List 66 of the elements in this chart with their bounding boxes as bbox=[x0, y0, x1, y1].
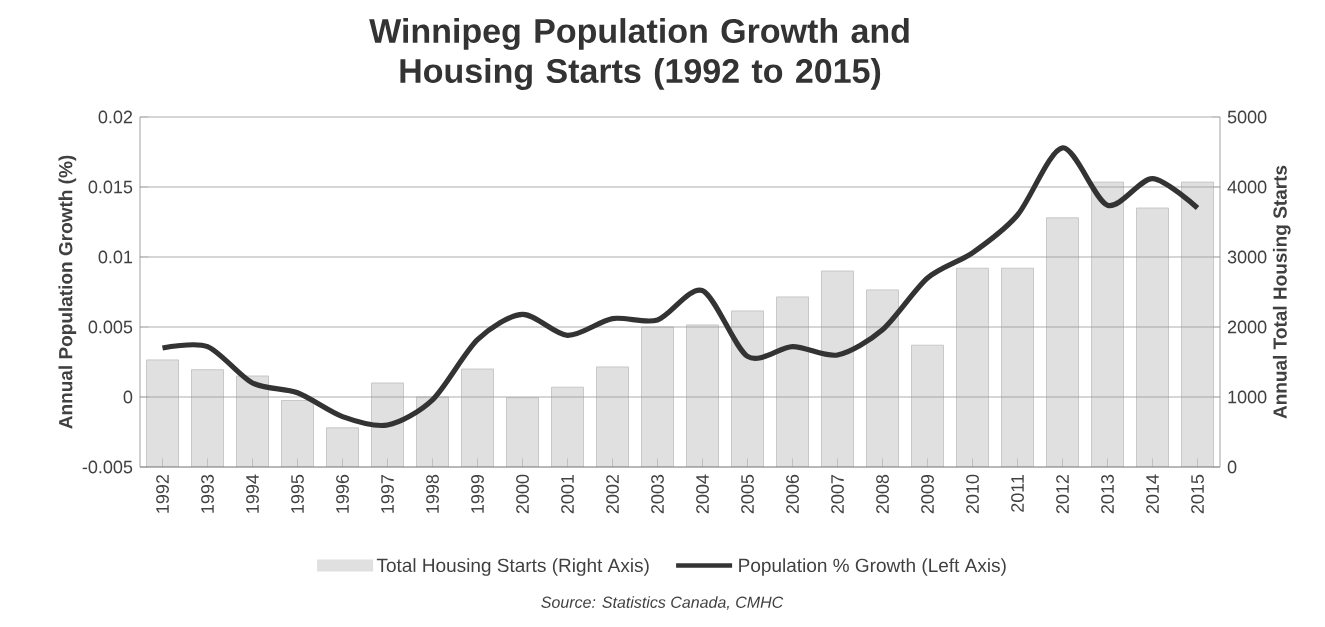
x-tick-label: 2011 bbox=[1011, 474, 1024, 512]
legend-label: Total Housing Starts (Right Axis) bbox=[376, 558, 649, 576]
bar bbox=[686, 324, 719, 467]
x-tick-label: 2015 bbox=[1191, 474, 1204, 514]
x-tick-label: 2009 bbox=[921, 474, 934, 514]
y-tick-label: 0.02 bbox=[98, 110, 133, 124]
x-tick-label: 2013 bbox=[1101, 474, 1114, 514]
x-tick-label: 2004 bbox=[696, 474, 709, 514]
x-tick-label: 1999 bbox=[471, 474, 484, 513]
y2-tick-label: 4000 bbox=[1227, 180, 1267, 194]
legend-label: Population % Growth (Left Axis) bbox=[739, 558, 1006, 576]
y2-tick-label: 0 bbox=[1227, 460, 1237, 474]
y-axis-title: Annual Population Growth (%) bbox=[58, 155, 77, 429]
x-tick-label: 2014 bbox=[1146, 474, 1159, 514]
x-tick-label: 2003 bbox=[651, 474, 664, 514]
bar bbox=[146, 359, 179, 467]
bar bbox=[506, 397, 539, 467]
bar bbox=[191, 369, 224, 467]
bar bbox=[731, 310, 764, 467]
x-tick-label: 1993 bbox=[201, 474, 214, 513]
bar bbox=[1091, 181, 1124, 467]
x-tick-label: 2001 bbox=[561, 474, 574, 514]
bar bbox=[911, 344, 944, 467]
chart-title: Winnipeg Population Growth and Housing Starts (1992 to 2015) bbox=[369, 18, 909, 90]
bar bbox=[236, 375, 269, 467]
bar bbox=[866, 289, 899, 467]
y2-tick-label: 2000 bbox=[1227, 320, 1267, 334]
y2-tick-label: 5000 bbox=[1227, 110, 1267, 124]
y-tick-label: 0.01 bbox=[98, 250, 133, 264]
bar bbox=[1001, 267, 1034, 467]
bar bbox=[776, 296, 809, 467]
x-tick-label: 1996 bbox=[336, 474, 349, 513]
y2-tick-label: 3000 bbox=[1227, 250, 1267, 264]
bar bbox=[371, 382, 404, 467]
bar bbox=[956, 267, 989, 467]
y-tick-label: -0.005 bbox=[82, 460, 133, 474]
bar bbox=[641, 326, 674, 467]
y2-tick-label: 1000 bbox=[1228, 390, 1267, 404]
bar bbox=[461, 368, 494, 467]
bar bbox=[1046, 217, 1079, 467]
x-tick-label: 2000 bbox=[516, 474, 529, 514]
bar bbox=[596, 366, 629, 467]
x-tick-label: 2010 bbox=[966, 474, 979, 514]
x-tick-label: 2002 bbox=[606, 474, 619, 514]
bar bbox=[821, 270, 854, 467]
x-tick-label: 2007 bbox=[831, 474, 844, 514]
x-tick-label: 2005 bbox=[741, 474, 754, 514]
x-tick-label: 2012 bbox=[1056, 474, 1069, 514]
bar bbox=[1136, 207, 1169, 467]
x-tick-label: 2006 bbox=[786, 474, 799, 514]
y2-axis-title: Annual Total Housing Starts bbox=[1272, 165, 1291, 419]
x-tick-label: 1994 bbox=[246, 474, 259, 513]
y-tick-label: 0.005 bbox=[88, 320, 133, 334]
bar bbox=[416, 396, 449, 467]
x-tick-label: 1995 bbox=[291, 474, 304, 513]
bar bbox=[1181, 181, 1214, 467]
y-tick-label: 0 bbox=[123, 390, 133, 404]
source-note: Source: Statistics Canada, CMHC bbox=[541, 596, 784, 610]
bar bbox=[281, 400, 314, 467]
x-tick-label: 2008 bbox=[876, 474, 889, 514]
bar bbox=[326, 427, 359, 467]
x-tick-label: 1998 bbox=[426, 474, 439, 513]
x-tick-label: 1997 bbox=[381, 474, 394, 513]
bar bbox=[551, 386, 584, 467]
x-tick-label: 1992 bbox=[156, 474, 169, 513]
y-tick-label: 0.015 bbox=[88, 180, 133, 194]
